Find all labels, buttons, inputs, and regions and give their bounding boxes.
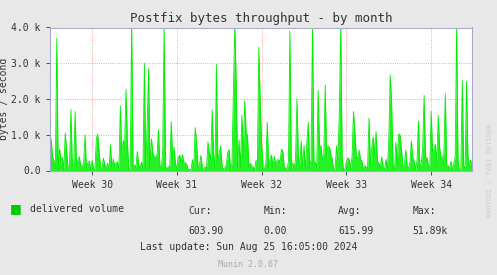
Text: Cur:: Cur: (189, 207, 212, 216)
Text: Max:: Max: (413, 207, 436, 216)
Text: Munin 2.0.67: Munin 2.0.67 (219, 260, 278, 269)
Text: Last update: Sun Aug 25 16:05:00 2024: Last update: Sun Aug 25 16:05:00 2024 (140, 242, 357, 252)
Title: Postfix bytes throughput - by month: Postfix bytes throughput - by month (130, 12, 392, 25)
Text: 603.90: 603.90 (189, 226, 224, 236)
Text: ■: ■ (10, 202, 22, 216)
Text: delivered volume: delivered volume (30, 204, 124, 214)
Text: 0.00: 0.00 (263, 226, 287, 236)
Text: Avg:: Avg: (338, 207, 361, 216)
Text: Min:: Min: (263, 207, 287, 216)
Text: 51.89k: 51.89k (413, 226, 448, 236)
Text: 615.99: 615.99 (338, 226, 373, 236)
Text: RRDTOOL / TOBI OETIKER: RRDTOOL / TOBI OETIKER (487, 124, 493, 217)
Y-axis label: bytes / second: bytes / second (0, 58, 8, 140)
